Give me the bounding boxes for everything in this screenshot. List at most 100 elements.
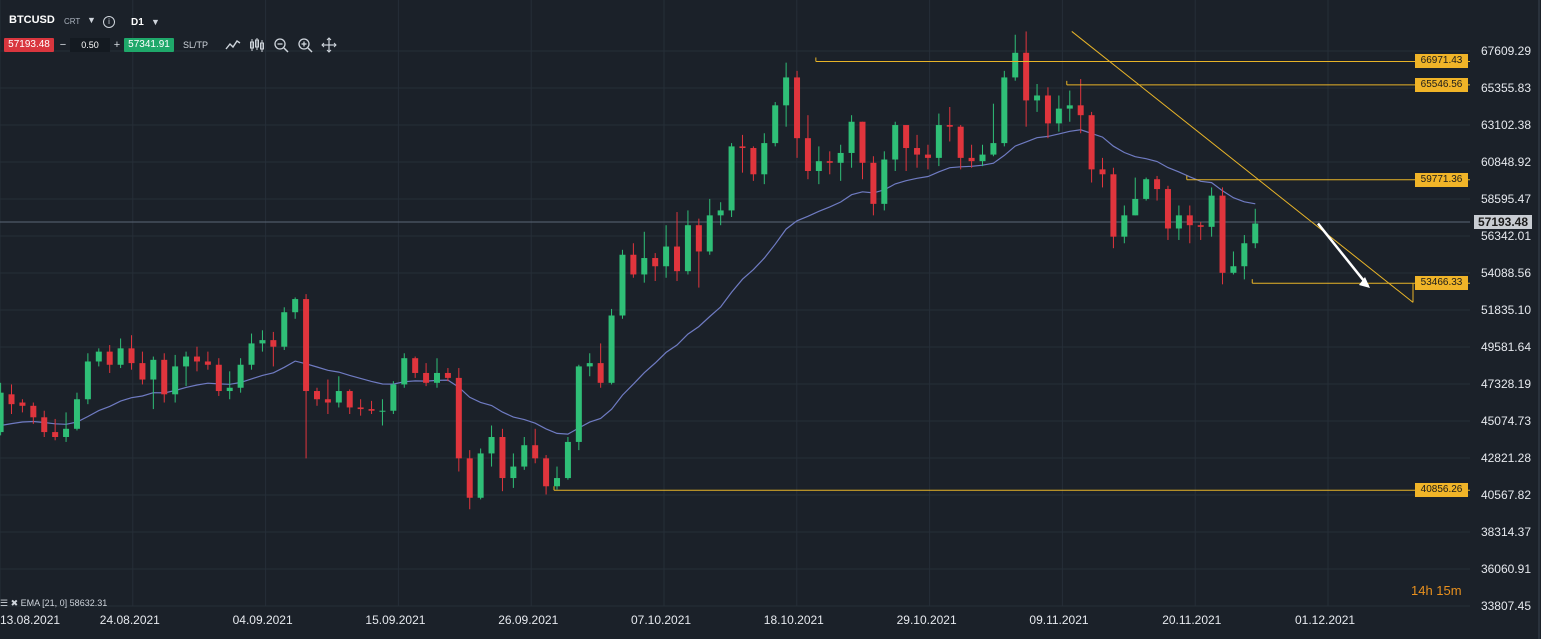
current-price-label: 57193.48	[1474, 215, 1532, 230]
candle	[935, 113, 942, 167]
candle-body	[73, 399, 80, 429]
candle	[772, 102, 779, 147]
drawings-layer	[1071, 31, 1414, 303]
price-tick-label: 45074.73	[1480, 413, 1531, 428]
candle	[0, 382, 4, 436]
symbol-dropdown-icon[interactable]: ▼	[87, 15, 96, 25]
price-tick-label: 56342.01	[1480, 228, 1531, 243]
candle	[444, 368, 451, 382]
candle	[815, 146, 822, 185]
candle	[1044, 87, 1051, 139]
candle	[739, 134, 746, 173]
candle-body	[652, 258, 659, 267]
lot-size-input[interactable]: 0.50	[70, 38, 110, 52]
line-chart-icon[interactable]	[225, 37, 241, 53]
date-tick-label: 26.09.2021	[498, 613, 559, 627]
candle	[990, 103, 997, 157]
candle	[237, 358, 244, 393]
symbol-suffix: CRT	[64, 17, 81, 26]
zoom-in-icon[interactable]	[297, 37, 313, 53]
candle-body	[990, 143, 997, 155]
candle	[532, 428, 539, 464]
candle-body	[477, 453, 484, 498]
timeframe-dropdown-icon[interactable]: ▼	[151, 17, 160, 27]
candle	[390, 381, 397, 415]
candle	[783, 62, 790, 127]
candle	[575, 364, 582, 451]
candle	[128, 335, 135, 370]
candle-body	[1001, 77, 1008, 144]
candle-body	[641, 258, 648, 275]
candle-body	[1023, 52, 1030, 101]
sltp-button[interactable]: SL/TP	[183, 40, 209, 50]
candle-countdown: 14h 15m	[1411, 583, 1462, 598]
sell-price-button[interactable]: 57193.48	[4, 38, 54, 52]
candle	[597, 343, 604, 388]
symbol-label[interactable]: BTCUSD	[9, 14, 55, 26]
candle-body	[630, 254, 637, 275]
price-tick-label: 65355.83	[1480, 80, 1531, 95]
legend-close-icon[interactable]: ✖	[10, 598, 19, 608]
candle	[957, 125, 964, 170]
candle	[215, 358, 222, 396]
candle	[1034, 83, 1041, 112]
candle-body	[706, 215, 713, 252]
candle	[630, 243, 637, 278]
candle-body	[412, 358, 419, 373]
candle	[859, 121, 866, 180]
candle	[728, 143, 735, 217]
candle	[84, 353, 91, 405]
candle-body	[957, 126, 964, 158]
ema-legend-text: EMA [21, 0] 58632.31	[20, 598, 108, 608]
candle-body	[401, 358, 408, 385]
legend-settings-icon[interactable]: ☰	[0, 598, 9, 608]
candle-chart-icon[interactable]	[249, 37, 265, 53]
candle	[1219, 187, 1226, 285]
info-icon[interactable]: i	[103, 16, 115, 28]
candle-body	[117, 348, 124, 365]
candle-body	[84, 361, 91, 400]
candle-body	[564, 441, 571, 479]
candle-body	[204, 361, 211, 365]
crosshair-icon[interactable]	[321, 37, 337, 53]
candle	[270, 331, 277, 367]
candle	[379, 399, 386, 426]
candle	[499, 428, 506, 492]
candle-body	[804, 138, 811, 172]
candle	[183, 351, 190, 387]
buy-price-button[interactable]: 57341.91	[124, 38, 174, 52]
candle	[335, 376, 342, 408]
candle	[292, 297, 299, 319]
lot-decrease-button[interactable]: −	[59, 39, 67, 51]
candle-body	[8, 394, 15, 405]
candle	[1252, 208, 1259, 249]
candle-body	[128, 348, 135, 364]
candle	[1186, 205, 1193, 244]
candle-body	[979, 154, 986, 162]
candle-body	[1012, 52, 1019, 78]
candle-body	[19, 402, 26, 406]
candle	[903, 125, 910, 172]
candle-body	[248, 343, 255, 365]
candle-body	[303, 299, 310, 392]
price-tick-label: 58595.47	[1480, 191, 1531, 206]
candle-body	[826, 161, 833, 163]
candle	[204, 351, 211, 370]
candle	[106, 345, 113, 373]
candle	[226, 371, 233, 400]
lot-increase-button[interactable]: +	[113, 39, 121, 51]
candle-body	[532, 445, 539, 459]
candle-body	[772, 105, 779, 144]
price-tick-label: 63102.38	[1480, 117, 1531, 132]
candle-body	[510, 466, 517, 479]
candle	[510, 453, 517, 488]
candle-body	[815, 161, 822, 172]
candle	[324, 379, 331, 415]
zoom-out-icon[interactable]	[273, 37, 289, 53]
candle	[41, 410, 48, 438]
candle	[804, 115, 811, 180]
candle-body	[150, 359, 157, 380]
candle-body	[597, 363, 604, 383]
candle	[750, 146, 757, 181]
